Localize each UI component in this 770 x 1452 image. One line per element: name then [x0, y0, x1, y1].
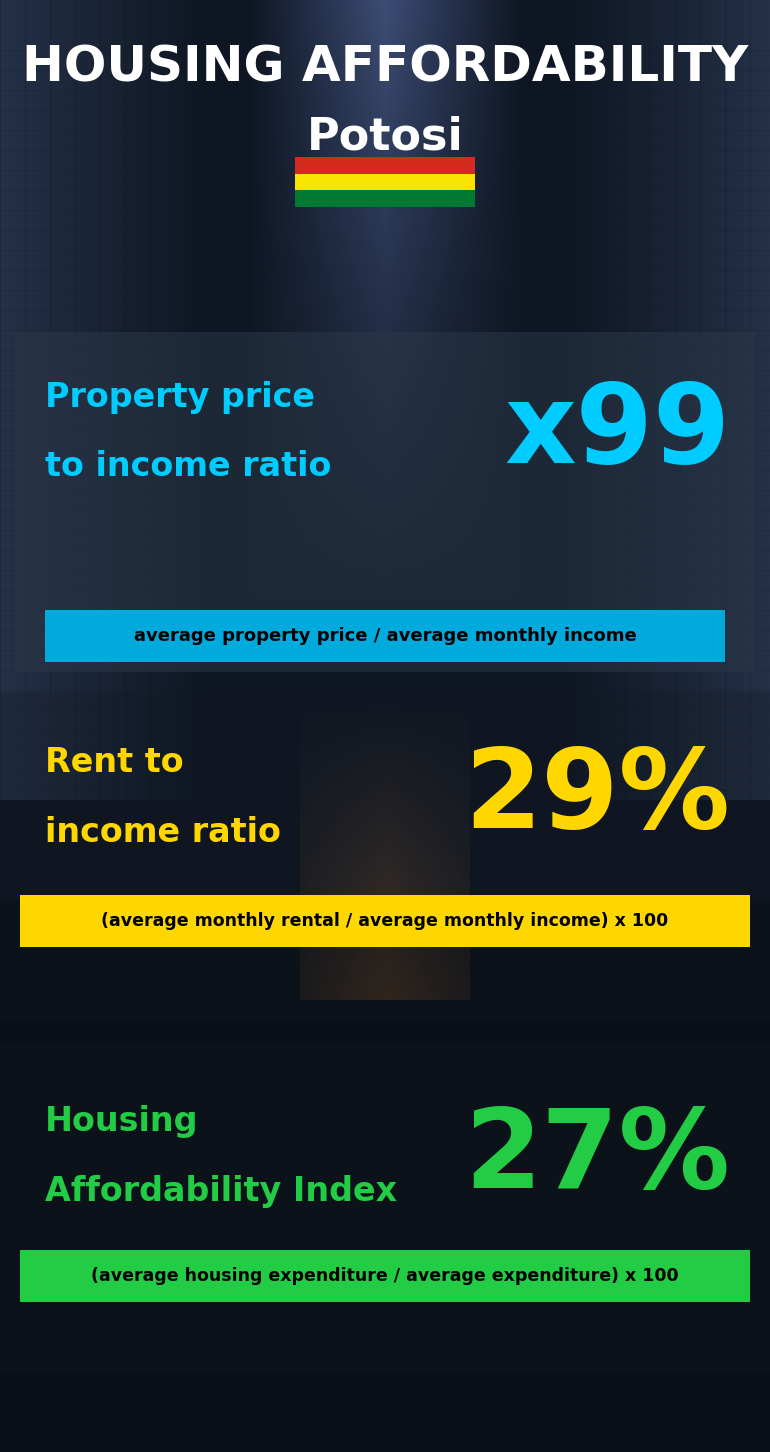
- Text: Property price: Property price: [45, 380, 315, 414]
- Text: (average monthly rental / average monthly income) x 100: (average monthly rental / average monthl…: [102, 912, 668, 929]
- Bar: [295, 190, 475, 208]
- Text: Potosi: Potosi: [306, 116, 464, 158]
- Text: (average housing expenditure / average expenditure) x 100: (average housing expenditure / average e…: [91, 1268, 679, 1285]
- Bar: [45, 610, 725, 662]
- Bar: [0, 693, 770, 1022]
- Text: income ratio: income ratio: [45, 816, 281, 848]
- Text: HOUSING AFFORDABILITY: HOUSING AFFORDABILITY: [22, 44, 748, 91]
- Text: 27%: 27%: [464, 1104, 730, 1211]
- Bar: [15, 333, 755, 672]
- Bar: [0, 1043, 770, 1372]
- Text: Rent to: Rent to: [45, 745, 183, 778]
- Bar: [295, 174, 475, 190]
- Text: x99: x99: [504, 379, 730, 485]
- Text: average property price / average monthly income: average property price / average monthly…: [134, 627, 636, 645]
- Text: to income ratio: to income ratio: [45, 450, 331, 484]
- Bar: [20, 894, 750, 947]
- Text: Affordability Index: Affordability Index: [45, 1176, 397, 1208]
- Bar: [295, 157, 475, 174]
- Bar: [20, 1250, 750, 1302]
- Text: Housing: Housing: [45, 1105, 199, 1138]
- Text: 29%: 29%: [464, 743, 730, 851]
